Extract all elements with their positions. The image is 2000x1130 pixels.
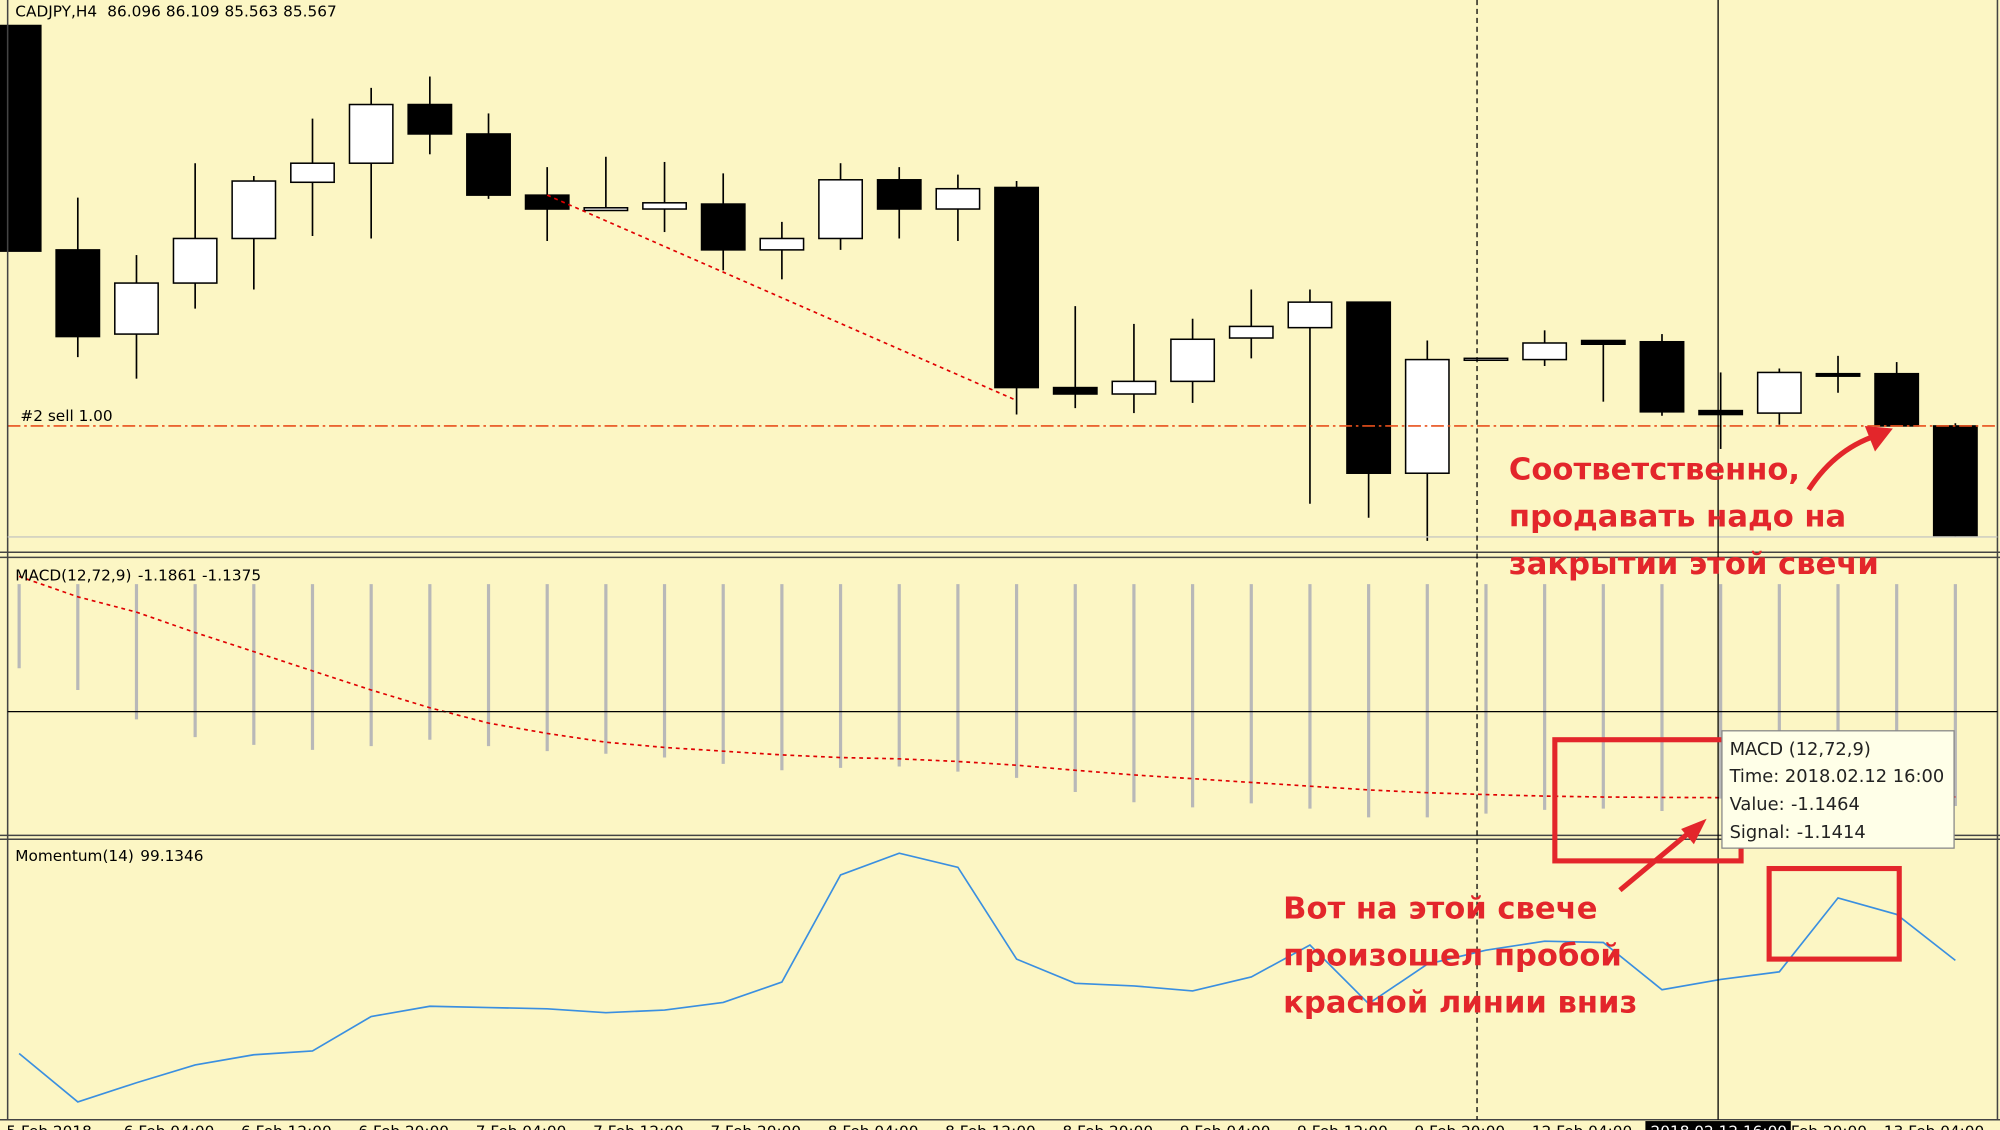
- candle-body: [1170, 338, 1216, 383]
- candle-body: [1815, 372, 1861, 377]
- label: Value:: [1730, 794, 1785, 815]
- time-label: 7 Feb 20:00: [710, 1122, 801, 1130]
- symbol: CADJPY,H4: [15, 3, 97, 21]
- candle-body: [1639, 340, 1685, 413]
- candle-body: [1404, 358, 1450, 474]
- candle-body: [172, 237, 218, 284]
- candle-body: [935, 187, 981, 210]
- time-label: 9 Feb 12:00: [1297, 1122, 1388, 1130]
- candle-body: [818, 179, 864, 240]
- candle-body: [1287, 301, 1333, 329]
- tooltip-signal: Signal: -1.1414: [1730, 822, 1866, 843]
- time-label: 12 Feb 04:00: [1532, 1122, 1632, 1130]
- value: -1.1464: [1791, 794, 1860, 815]
- candle-body: [407, 103, 453, 135]
- crosshair-label: 2018.02.12 16:00: [1651, 1122, 1788, 1130]
- time-label: 6 Feb 12:00: [241, 1122, 332, 1130]
- candle-body: [583, 207, 629, 212]
- candle-body: [1463, 357, 1509, 362]
- candle-body: [1522, 342, 1568, 361]
- time-label: 13 Feb 04:00: [1884, 1122, 1984, 1130]
- high: 86.109: [166, 3, 220, 21]
- order-label: #2 sell 1.00: [20, 407, 112, 425]
- arrow: [1618, 824, 1699, 893]
- candle-body: [114, 282, 159, 335]
- signal-last: -1.1375: [202, 566, 261, 584]
- tooltip-box: [1721, 730, 1955, 849]
- annotation: закрытии этой свечи: [1509, 547, 1879, 582]
- time-label: 12 Feb 20:00: [1767, 1122, 1867, 1130]
- annotation: красной линии вниз: [1283, 986, 1637, 1021]
- low: 85.563: [225, 3, 279, 21]
- annotation: произошел пробой: [1283, 938, 1622, 973]
- candle-body: [55, 249, 101, 338]
- trendline: [546, 194, 1017, 402]
- annotation: Вот на этой свече: [1283, 891, 1597, 926]
- macd-title: MACD(12,72,9): [15, 566, 131, 584]
- candle-body: [876, 179, 922, 210]
- candle-body: [0, 24, 42, 252]
- candle-body: [1698, 409, 1744, 416]
- candle-body: [642, 202, 687, 210]
- value: -1.1414: [1797, 822, 1866, 843]
- annotation: Соответственно,: [1509, 453, 1800, 488]
- overlay: MACD (12,72,9) Time: 2018.02.12 16:00 Va…: [6, 425, 1984, 1130]
- momentum-header: Momentum(14) 99.1346: [15, 847, 203, 865]
- candle-body: [348, 103, 394, 164]
- tooltip-time: Time: 2018.02.12 16:00: [1729, 766, 1945, 787]
- macd-header: MACD(12,72,9) -1.1861 -1.1375: [15, 566, 261, 584]
- momentum-line: [18, 852, 1956, 1103]
- candle-body: [1874, 372, 1920, 427]
- candle-body: [231, 180, 277, 240]
- signal-line: [18, 575, 1956, 799]
- momentum-title: Momentum(14): [15, 847, 134, 865]
- candle-body: [466, 133, 511, 196]
- macd-last: -1.1861: [138, 566, 197, 584]
- annotation: продавать надо на: [1509, 500, 1846, 535]
- highlight-box: [1766, 865, 1902, 962]
- label: Signal:: [1730, 822, 1791, 843]
- candle-body: [1111, 380, 1157, 395]
- candle-body: [994, 186, 1040, 389]
- time-label: 9 Feb 04:00: [1180, 1122, 1271, 1130]
- candle-body: [1756, 371, 1802, 414]
- candle-body: [1932, 425, 1978, 537]
- tooltip-title: MACD (12,72,9): [1730, 739, 1871, 760]
- time-label: 8 Feb 04:00: [828, 1122, 919, 1130]
- time-label: 7 Feb 04:00: [476, 1122, 567, 1130]
- candle-body: [1346, 301, 1392, 474]
- arrow-head: [1864, 425, 1893, 452]
- tooltip: MACD (12,72,9) Time: 2018.02.12 16:00 Va…: [1721, 730, 1955, 849]
- tooltip-value: Value: -1.1464: [1730, 794, 1860, 815]
- candle-body: [1052, 386, 1098, 395]
- price-header: CADJPY,H4 86.096 86.109 85.563 85.567: [15, 3, 336, 21]
- layers: #2 sell 1.00: [0, 24, 1998, 1103]
- open: 86.096: [107, 3, 161, 21]
- momentum-last: 99.1346: [140, 847, 203, 865]
- candle-body: [700, 203, 746, 251]
- time-label: 5 Feb 2018: [6, 1122, 91, 1130]
- time-label: 6 Feb 20:00: [358, 1122, 449, 1130]
- time-label: 7 Feb 12:00: [593, 1122, 684, 1130]
- time-label: 8 Feb 12:00: [945, 1122, 1036, 1130]
- candle-body: [1580, 339, 1626, 346]
- crosshair-label-box: [1645, 1121, 1791, 1130]
- candle-body: [290, 162, 335, 184]
- time-label: 8 Feb 20:00: [1063, 1122, 1154, 1130]
- candle-body: [1228, 325, 1274, 339]
- candle-body: [759, 237, 805, 251]
- arrow-head: [1681, 818, 1707, 845]
- time-label: 6 Feb 04:00: [124, 1122, 215, 1130]
- time-label: 9 Feb 20:00: [1415, 1122, 1506, 1130]
- close: 85.567: [283, 3, 337, 21]
- candle-body: [524, 194, 570, 210]
